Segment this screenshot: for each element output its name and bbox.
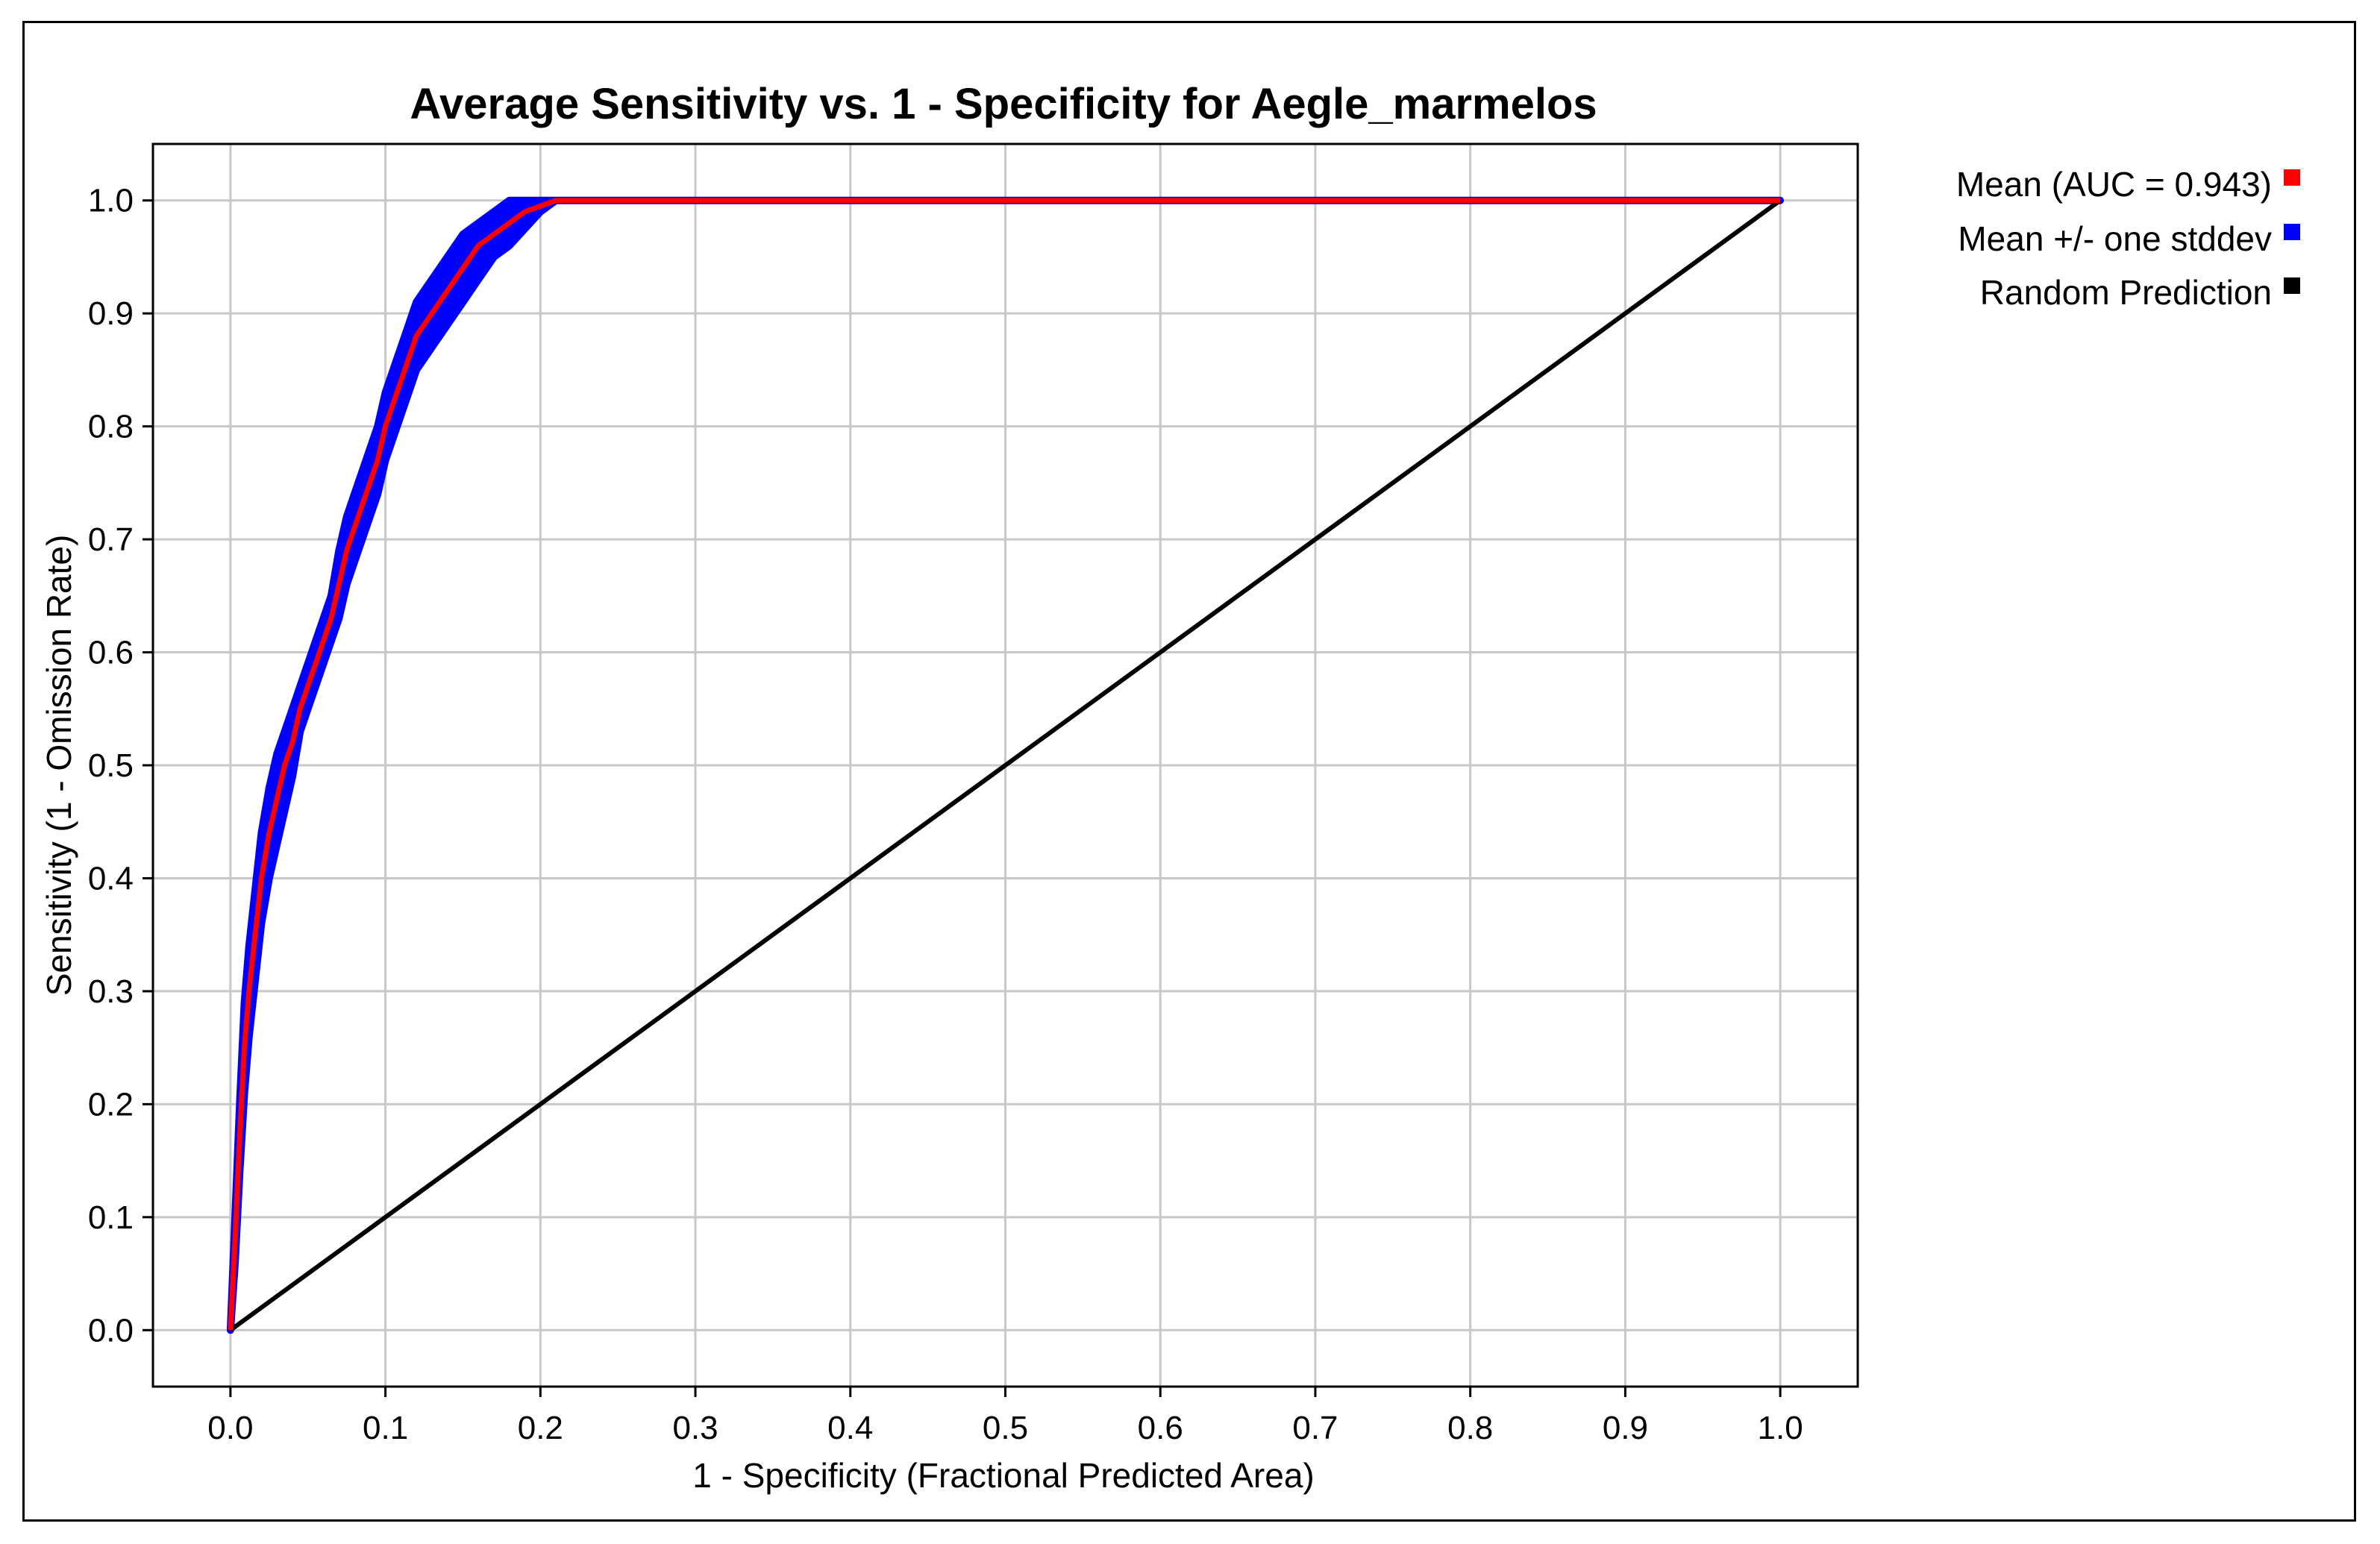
y-tick-label: 0.9 (88, 295, 134, 332)
legend-label: Mean +/- one stddev (1958, 219, 2272, 258)
axis-ticks: 0.0 0.1 0.2 0.3 0.4 0.5 0.6 0.7 0.8 0.9 1.0 0.0 0.1 0… (88, 183, 1803, 1446)
y-tick-label: 0.3 (88, 973, 134, 1010)
legend-label: Random Prediction (1980, 273, 2272, 312)
x-axis-label: 1 - Specificity (Fractional Predicted Ar… (692, 1456, 1314, 1495)
y-tick-label: 0.6 (88, 635, 134, 671)
legend: Mean (AUC = 0.943) Mean +/- one stddev Ran… (1956, 165, 2300, 312)
x-tick-label: 0.7 (1292, 1410, 1338, 1446)
x-tick-label: 0.3 (672, 1410, 718, 1446)
roc-chart: Average Sensitivity vs. 1 - Specificity … (40, 80, 2300, 1495)
x-tick-label: 0.9 (1603, 1410, 1648, 1446)
x-tick-label: 0.8 (1447, 1410, 1493, 1446)
y-tick-label: 0.5 (88, 747, 134, 784)
y-tick-label: 0.1 (88, 1199, 134, 1236)
y-tick-label: 0.2 (88, 1086, 134, 1123)
legend-swatch (2284, 277, 2300, 294)
random-prediction-line (229, 198, 1782, 1332)
x-tick-label: 0.0 (207, 1410, 253, 1446)
x-tick-label: 0.2 (518, 1410, 563, 1446)
y-tick-label: 0.7 (88, 521, 134, 558)
chart-title: Average Sensitivity vs. 1 - Specificity … (410, 80, 1597, 128)
x-tick-label: 0.6 (1138, 1410, 1183, 1446)
x-tick-label: 1.0 (1758, 1410, 1803, 1446)
x-tick-label: 0.5 (983, 1410, 1028, 1446)
y-tick-label: 1.0 (88, 183, 134, 219)
y-axis-label: Sensitivity (1 - Omission Rate) (40, 535, 78, 997)
chart-frame: Average Sensitivity vs. 1 - Specificity … (22, 21, 2356, 1522)
y-tick-label: 0.4 (88, 860, 134, 897)
series-layer (226, 196, 1785, 1334)
x-tick-label: 0.4 (827, 1410, 873, 1446)
y-tick-label: 0.8 (88, 409, 134, 445)
x-tick-label: 0.1 (363, 1410, 408, 1446)
legend-label: Mean (AUC = 0.943) (1956, 165, 2272, 204)
y-tick-label: 0.0 (88, 1312, 134, 1349)
legend-swatch (2284, 224, 2300, 240)
mean-roc-line (228, 198, 1781, 1331)
legend-swatch (2284, 169, 2300, 186)
